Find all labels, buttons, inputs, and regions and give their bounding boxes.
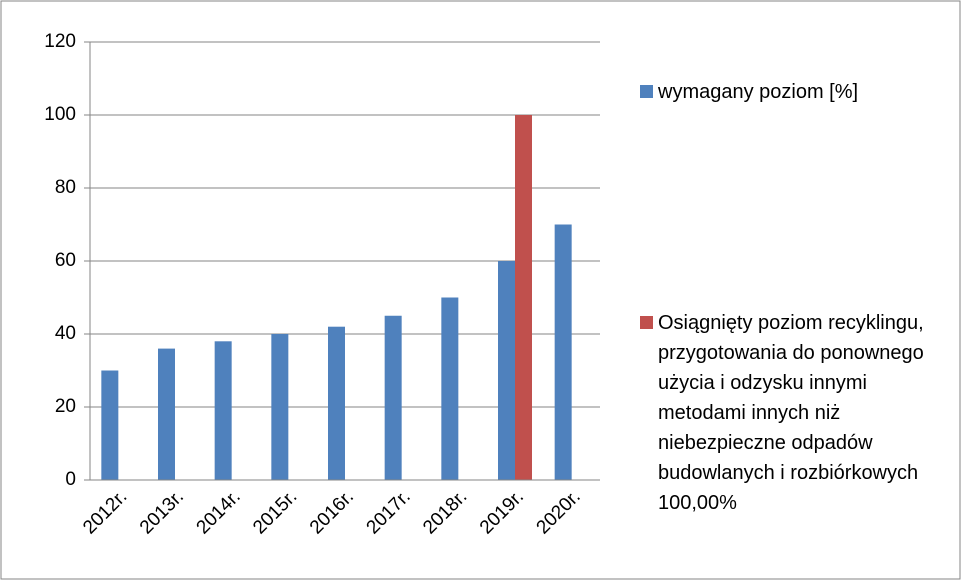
y-tick-label: 20 xyxy=(55,396,76,417)
y-tick-label: 60 xyxy=(55,250,76,271)
legend-swatch xyxy=(640,316,653,329)
bar xyxy=(214,341,232,480)
legend-item: Osiągnięty poziom recyklingu, przygotowa… xyxy=(640,308,955,518)
bar xyxy=(158,348,175,480)
y-tick-label: 100 xyxy=(44,104,76,125)
y-tick-label: 0 xyxy=(65,469,76,490)
legend-label: wymagany poziom [%] xyxy=(658,81,859,103)
y-tick-label: 80 xyxy=(55,177,76,198)
bar xyxy=(271,334,289,480)
y-tick-label: 120 xyxy=(44,31,76,52)
bar xyxy=(498,261,515,480)
bar xyxy=(101,370,119,480)
bar xyxy=(328,326,345,480)
legend-swatch xyxy=(640,85,653,98)
y-tick-label: 40 xyxy=(55,323,76,344)
bar xyxy=(554,224,572,480)
legend-item: wymagany poziom [%] xyxy=(640,77,955,107)
bar xyxy=(441,297,459,480)
legend-label: Osiągnięty poziom recyklingu, przygotowa… xyxy=(658,312,924,514)
bar xyxy=(384,315,402,480)
bar xyxy=(515,115,532,480)
